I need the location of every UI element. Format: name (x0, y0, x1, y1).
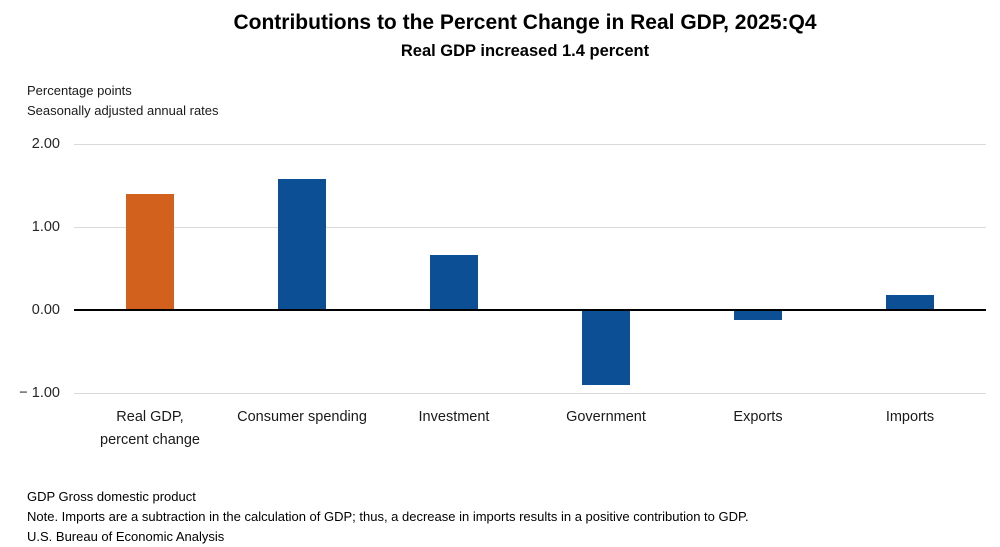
bar-real-gdp (126, 194, 174, 310)
footnote-imports-note: Note. Imports are a subtraction in the c… (27, 509, 749, 524)
plot-area (74, 144, 986, 394)
x-label-investment: Investment (418, 409, 490, 425)
bar-imports (886, 295, 934, 310)
gridline (74, 393, 986, 394)
y-tick-label: 2.00 (31, 136, 60, 152)
y-tick-label: 0.00 (31, 302, 60, 318)
footnote-gdp-definition: GDP Gross domestic product (27, 489, 196, 504)
axis-units-label: Percentage points Seasonally adjusted an… (27, 81, 219, 121)
bar-government (582, 311, 630, 385)
x-label-government: Government (566, 409, 646, 425)
chart-subtitle: Real GDP increased 1.4 percent (400, 42, 650, 60)
y-tick-label: − 1.00 (19, 385, 60, 401)
gridline (74, 144, 986, 145)
x-label-real-gdp: Real GDP, percent change (100, 409, 200, 448)
bar-investment (430, 255, 478, 310)
x-axis-category-labels: Real GDP, percent change Consumer spendin… (74, 406, 986, 456)
y-tick-label: 1.00 (31, 219, 60, 235)
x-label-imports: Imports (885, 409, 935, 425)
bar-exports (734, 311, 782, 320)
bar-consumer-spending (278, 179, 326, 310)
chart-header: Contributions to the Percent Change in R… (50, 10, 1000, 62)
x-label-consumer-spending: Consumer spending (237, 409, 367, 425)
zero-axis-line (74, 309, 986, 311)
units-line-percentage-points: Percentage points (27, 83, 132, 98)
gridline (74, 227, 986, 228)
units-line-seasonally-adjusted: Seasonally adjusted annual rates (27, 103, 219, 118)
chart-title: Contributions to the Percent Change in R… (233, 11, 817, 34)
chart-footnotes: GDP Gross domestic product Note. Imports… (27, 487, 749, 547)
x-label-exports: Exports (733, 409, 783, 425)
footnote-source: U.S. Bureau of Economic Analysis (27, 529, 225, 544)
